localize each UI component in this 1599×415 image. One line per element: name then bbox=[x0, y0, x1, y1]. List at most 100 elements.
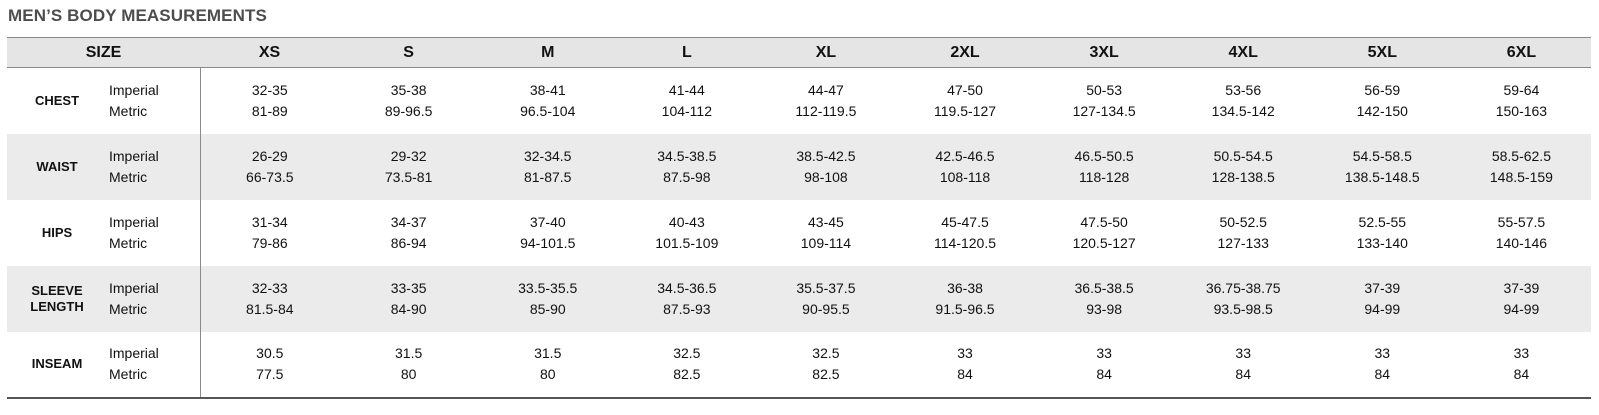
size-header: SIZE bbox=[7, 37, 200, 68]
measurement-cell: 43-45 109-114 bbox=[756, 200, 895, 266]
size-header-xl: XL bbox=[756, 37, 896, 68]
metric-value: 140-146 bbox=[1495, 234, 1548, 251]
measurement-cell: 50-52.5 127-133 bbox=[1174, 200, 1313, 266]
measurement-cell: 35.5-37.5 90-95.5 bbox=[756, 266, 895, 332]
measurement-cell: 33 84 bbox=[1173, 331, 1313, 399]
measurement-cell: 33.5-35.5 85-90 bbox=[478, 266, 617, 332]
imperial-value: 33 bbox=[1513, 345, 1530, 361]
metric-value: 148.5-159 bbox=[1489, 168, 1553, 185]
category-label: WAIST bbox=[36, 158, 78, 174]
category-label: SLEEVE LENGTH bbox=[7, 266, 107, 332]
imperial-value: 52.5-55 bbox=[1358, 213, 1407, 230]
metric-value: 94-99 bbox=[1503, 300, 1540, 317]
metric-value: 127-134.5 bbox=[1072, 102, 1136, 119]
imperial-value: 56-59 bbox=[1364, 81, 1401, 98]
imperial-value: 50.5-54.5 bbox=[1213, 147, 1273, 164]
measurement-cell: 36.5-38.5 93-98 bbox=[1035, 266, 1174, 332]
row-hips: HIPS Imperial Metric 31-34 79-86 34-37 86-… bbox=[7, 199, 1591, 266]
row-chest: CHEST Imperial Metric 32-35 81-89 35-38 89… bbox=[7, 67, 1591, 134]
metric-value: 85-90 bbox=[529, 300, 566, 317]
size-header-3xl: 3XL bbox=[1034, 37, 1174, 68]
imperial-value: 31.5 bbox=[395, 345, 423, 361]
imperial-value: 42.5-46.5 bbox=[935, 147, 995, 164]
metric-value: 119.5-127 bbox=[934, 102, 997, 119]
imperial-value: 55-57.5 bbox=[1497, 213, 1546, 230]
measurement-cell: 32.5 82.5 bbox=[756, 331, 896, 399]
unit-labels: Imperial Metric bbox=[107, 265, 201, 332]
unit-metric: Metric bbox=[109, 300, 148, 317]
imperial-value: 38-41 bbox=[529, 81, 566, 98]
imperial-value: 35-38 bbox=[390, 81, 427, 98]
measurement-cell: 59-64 150-163 bbox=[1452, 68, 1591, 134]
metric-value: 87.5-93 bbox=[663, 300, 711, 317]
measurement-cell: 44-47 112-119.5 bbox=[756, 68, 895, 134]
category-label: CHEST bbox=[34, 92, 80, 108]
imperial-value: 40-43 bbox=[668, 213, 705, 230]
measurement-cell: 33-35 84-90 bbox=[339, 266, 478, 332]
imperial-value: 36-38 bbox=[947, 279, 983, 296]
metric-value: 80 bbox=[400, 366, 417, 382]
measurement-cell: 47-50 119.5-127 bbox=[895, 68, 1034, 134]
metric-value: 91.5-96.5 bbox=[935, 300, 995, 317]
unit-metric: Metric bbox=[109, 234, 148, 251]
measurement-cell: 38.5-42.5 98-108 bbox=[756, 134, 895, 200]
row-waist: WAIST Imperial Metric 26-29 66-73.5 29-32… bbox=[7, 133, 1591, 200]
measurement-cell: 35-38 89-96.5 bbox=[339, 68, 478, 134]
imperial-value: 32.5 bbox=[812, 345, 840, 361]
imperial-value: 34.5-38.5 bbox=[657, 147, 717, 164]
unit-labels: Imperial Metric bbox=[107, 133, 201, 200]
metric-value: 90-95.5 bbox=[802, 300, 850, 317]
measurement-cell: 31.5 80 bbox=[478, 331, 618, 399]
metric-value: 82.5 bbox=[812, 366, 840, 382]
imperial-value: 33 bbox=[1096, 345, 1112, 361]
measurement-rows: CHEST Imperial Metric 32-35 81-89 35-38 89… bbox=[7, 67, 1591, 399]
size-header-xs: XS bbox=[200, 37, 340, 68]
size-header-5xl: 5XL bbox=[1312, 37, 1452, 68]
metric-value: 128-138.5 bbox=[1211, 168, 1275, 185]
measurement-cell: 38-41 96.5-104 bbox=[478, 68, 617, 134]
size-header-2xl: 2XL bbox=[895, 37, 1035, 68]
imperial-value: 53-56 bbox=[1225, 81, 1262, 98]
page-title: MEN’S BODY MEASUREMENTS bbox=[8, 6, 267, 25]
size-header-l: L bbox=[617, 37, 757, 68]
imperial-value: 58.5-62.5 bbox=[1491, 147, 1551, 164]
measurement-cell: 36-38 91.5-96.5 bbox=[895, 266, 1034, 332]
unit-labels: Imperial Metric bbox=[107, 331, 201, 399]
measurement-cell: 33 84 bbox=[1034, 331, 1174, 399]
metric-value: 101.5-109 bbox=[655, 234, 719, 251]
category-label: INSEAM bbox=[7, 331, 107, 399]
imperial-value: 31.5 bbox=[534, 345, 562, 361]
metric-value: 84-90 bbox=[390, 300, 427, 317]
unit-labels: Imperial Metric bbox=[107, 199, 201, 266]
metric-value: 96.5-104 bbox=[520, 102, 576, 119]
measurement-cell: 32-33 81.5-84 bbox=[200, 266, 339, 332]
imperial-value: 43-45 bbox=[808, 213, 844, 230]
imperial-value: 45-47.5 bbox=[941, 213, 989, 230]
size-header-6xl: 6XL bbox=[1451, 37, 1591, 68]
row-sleeve-length: SLEEVE LENGTH Imperial Metric 32-33 81.5-… bbox=[7, 265, 1591, 332]
imperial-value: 37-40 bbox=[529, 213, 566, 230]
imperial-value: 33 bbox=[957, 345, 973, 361]
header-row: SIZE XS S M L XL 2XL 3XL 4XL 5XL 6XL bbox=[7, 37, 1591, 68]
unit-imperial: Imperial bbox=[109, 81, 159, 98]
unit-imperial: Imperial bbox=[109, 147, 159, 164]
metric-value: 127-133 bbox=[1217, 234, 1269, 251]
category-label-line2: LENGTH bbox=[30, 298, 84, 314]
imperial-value: 32-35 bbox=[251, 81, 288, 98]
unit-imperial: Imperial bbox=[109, 279, 159, 296]
imperial-value: 36.5-38.5 bbox=[1074, 279, 1134, 296]
imperial-value: 33-35 bbox=[390, 279, 427, 296]
size-chart-table: SIZE XS S M L XL 2XL 3XL 4XL 5XL 6XL CHE… bbox=[7, 37, 1591, 399]
measurement-cell: 55-57.5 140-146 bbox=[1452, 200, 1591, 266]
unit-metric: Metric bbox=[109, 102, 148, 119]
metric-value: 133-140 bbox=[1356, 234, 1408, 251]
metric-value: 79-86 bbox=[251, 234, 288, 251]
measurement-cell: 50.5-54.5 128-138.5 bbox=[1174, 134, 1313, 200]
metric-value: 120.5-127 bbox=[1072, 234, 1136, 251]
measurement-cell: 36.75-38.75 93.5-98.5 bbox=[1174, 266, 1313, 332]
metric-value: 109-114 bbox=[800, 234, 852, 251]
size-header-s: S bbox=[339, 37, 479, 68]
metric-value: 94-99 bbox=[1364, 300, 1401, 317]
measurement-cell: 47.5-50 120.5-127 bbox=[1035, 200, 1174, 266]
imperial-value: 33 bbox=[1374, 345, 1391, 361]
